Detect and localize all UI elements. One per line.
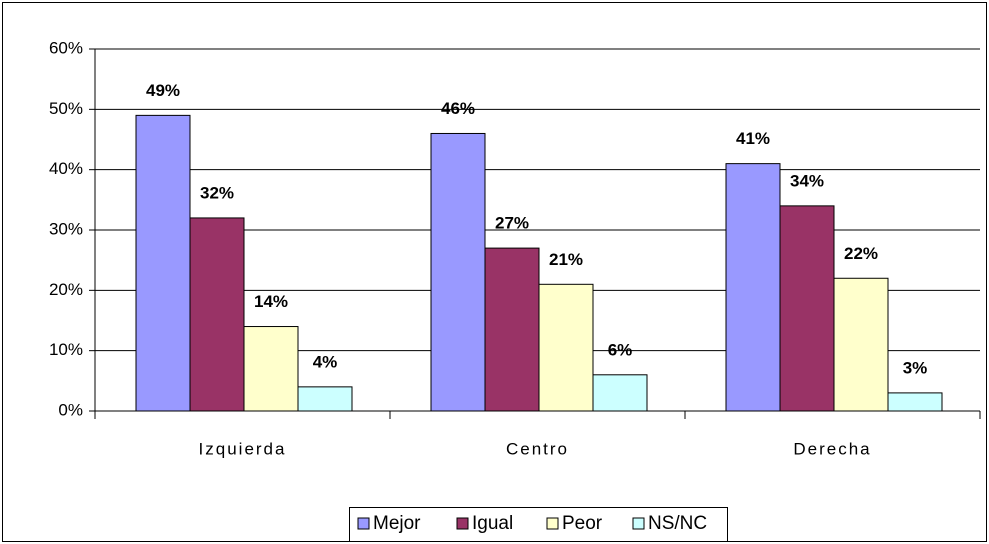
bar: [592, 374, 648, 412]
x-tick-label: Derecha: [793, 439, 871, 458]
bar: [430, 132, 486, 412]
bar: [833, 277, 889, 412]
y-tick-label: 50%: [49, 99, 83, 118]
value-label: 41%: [736, 129, 770, 148]
value-label: 21%: [549, 250, 583, 269]
bar: [135, 114, 191, 412]
legend-swatch: [546, 517, 559, 530]
x-tick-label: Izquierda: [199, 439, 287, 458]
y-tick-label: 10%: [49, 340, 83, 359]
legend-label: Peor: [562, 513, 603, 534]
y-tick-label: 30%: [49, 219, 83, 238]
bar: [243, 326, 299, 412]
value-label: 32%: [200, 183, 234, 202]
bar: [887, 392, 943, 412]
value-label: 14%: [254, 292, 288, 311]
value-label: 46%: [441, 99, 475, 118]
y-tick-label: 40%: [49, 159, 83, 178]
value-label: 3%: [903, 358, 928, 377]
bar: [297, 386, 353, 412]
value-label: 6%: [608, 340, 633, 359]
legend-label: Mejor: [373, 513, 421, 534]
value-label: 34%: [790, 171, 824, 190]
bar: [538, 283, 594, 412]
bar: [189, 217, 245, 412]
y-tick-label: 0%: [58, 400, 83, 419]
legend-box: [349, 507, 728, 542]
bar: [725, 163, 781, 412]
legend-label: Igual: [472, 513, 513, 534]
value-label: 22%: [844, 244, 878, 263]
bar: [484, 247, 540, 412]
legend-swatch: [456, 517, 469, 530]
legend-swatch: [357, 517, 370, 530]
y-tick-label: 20%: [49, 280, 83, 299]
value-label: 27%: [495, 214, 529, 233]
y-tick-label: 60%: [49, 38, 83, 57]
bar: [779, 205, 835, 412]
x-tick-label: Centro: [506, 439, 569, 458]
value-label: 49%: [146, 81, 180, 100]
value-label: 4%: [313, 352, 338, 371]
legend-label: NS/NC: [648, 513, 707, 534]
legend-swatch: [632, 517, 645, 530]
